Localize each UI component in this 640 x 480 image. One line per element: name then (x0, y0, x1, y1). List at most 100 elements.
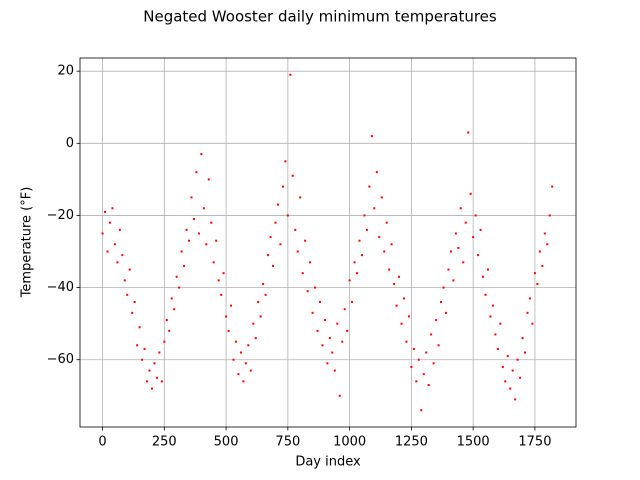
point (143, 347, 146, 350)
point (383, 250, 386, 253)
point (410, 365, 413, 368)
point (289, 73, 292, 76)
point (299, 196, 302, 199)
point (163, 340, 166, 343)
point (541, 264, 544, 267)
point (454, 232, 457, 235)
point (432, 362, 435, 365)
point (316, 329, 319, 332)
point (197, 232, 200, 235)
point (237, 373, 240, 376)
point (486, 268, 489, 271)
point (274, 221, 277, 224)
point (304, 239, 307, 242)
point (148, 369, 151, 372)
point (469, 192, 472, 195)
point (331, 351, 334, 354)
point (464, 221, 467, 224)
point (262, 282, 265, 285)
point (192, 218, 195, 221)
point (173, 308, 176, 311)
point (306, 290, 309, 293)
x-tick-label: 1000 (333, 435, 366, 450)
point (373, 207, 376, 210)
point (244, 362, 247, 365)
point (286, 214, 289, 217)
point (338, 394, 341, 397)
point (210, 221, 213, 224)
point (160, 380, 163, 383)
point (215, 239, 218, 242)
point (136, 344, 139, 347)
point (249, 369, 252, 372)
point (108, 221, 111, 224)
point (459, 207, 462, 210)
point (363, 214, 366, 217)
point (442, 286, 445, 289)
point (123, 279, 126, 282)
y-tick-label: −60 (47, 352, 74, 367)
point (128, 268, 131, 271)
point (321, 344, 324, 347)
point (353, 261, 356, 264)
point (311, 311, 314, 314)
point (180, 250, 183, 253)
point (247, 344, 250, 347)
point (318, 301, 321, 304)
point (272, 264, 275, 267)
point (188, 239, 191, 242)
point (511, 369, 514, 372)
point (528, 297, 531, 300)
point (150, 387, 153, 390)
point (385, 221, 388, 224)
point (309, 261, 312, 264)
point (440, 301, 443, 304)
point (405, 340, 408, 343)
point (388, 268, 391, 271)
y-tick-label: 0 (66, 136, 74, 151)
point (284, 160, 287, 163)
point (452, 279, 455, 282)
plot-frame (79, 57, 577, 428)
x-tick-label: 1500 (457, 435, 490, 450)
point (291, 174, 294, 177)
point (509, 387, 512, 390)
point (158, 351, 161, 354)
point (168, 329, 171, 332)
point (202, 207, 205, 210)
point (242, 380, 245, 383)
point (524, 351, 527, 354)
point (390, 243, 393, 246)
point (175, 275, 178, 278)
point (420, 409, 423, 412)
point (254, 337, 257, 340)
point (449, 250, 452, 253)
point (121, 254, 124, 257)
point (165, 319, 168, 322)
point (133, 301, 136, 304)
point (346, 329, 349, 332)
point (506, 355, 509, 358)
point (375, 171, 378, 174)
point (514, 398, 517, 401)
point (343, 308, 346, 311)
x-tick-label: 1250 (395, 435, 428, 450)
point (477, 254, 480, 257)
point (220, 293, 223, 296)
point (519, 376, 522, 379)
point (101, 232, 104, 235)
point (415, 380, 418, 383)
point (447, 268, 450, 271)
point (491, 304, 494, 307)
point (400, 322, 403, 325)
point (333, 369, 336, 372)
point (294, 228, 297, 231)
point (200, 153, 203, 156)
point (395, 304, 398, 307)
point (264, 293, 267, 296)
point (351, 301, 354, 304)
point (407, 315, 410, 318)
point (521, 337, 524, 340)
point (118, 228, 121, 231)
